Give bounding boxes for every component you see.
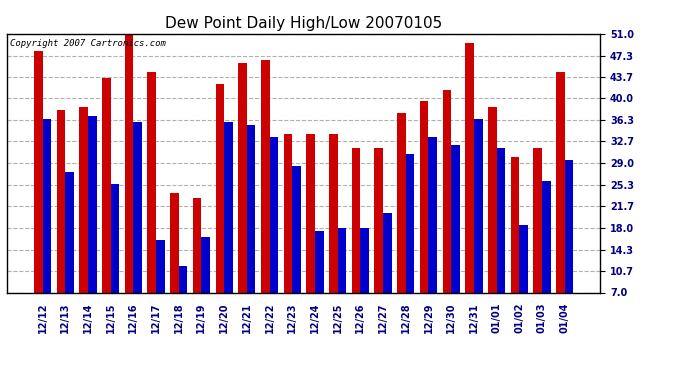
Bar: [170, 192, 179, 292]
Title: Dew Point Daily High/Low 20070105: Dew Point Daily High/Low 20070105: [165, 16, 442, 31]
Bar: [564, 160, 573, 292]
Bar: [247, 125, 255, 292]
Bar: [556, 72, 564, 292]
Bar: [215, 84, 224, 292]
Bar: [284, 134, 293, 292]
Bar: [43, 119, 51, 292]
Bar: [375, 148, 383, 292]
Bar: [156, 240, 165, 292]
Bar: [88, 116, 97, 292]
Bar: [406, 154, 415, 292]
Bar: [224, 122, 233, 292]
Bar: [315, 231, 324, 292]
Bar: [497, 148, 505, 292]
Bar: [148, 72, 156, 292]
Bar: [542, 181, 551, 292]
Bar: [57, 110, 65, 292]
Bar: [465, 43, 474, 292]
Bar: [65, 172, 74, 292]
Bar: [261, 60, 270, 292]
Bar: [179, 266, 188, 292]
Bar: [533, 148, 542, 292]
Bar: [238, 63, 247, 292]
Bar: [474, 119, 482, 292]
Bar: [511, 157, 520, 292]
Bar: [306, 134, 315, 292]
Bar: [420, 101, 428, 292]
Bar: [193, 198, 201, 292]
Bar: [360, 228, 369, 292]
Bar: [79, 107, 88, 292]
Text: Copyright 2007 Cartronics.com: Copyright 2007 Cartronics.com: [10, 39, 166, 48]
Bar: [270, 136, 278, 292]
Bar: [110, 184, 119, 292]
Bar: [451, 146, 460, 292]
Bar: [352, 148, 360, 292]
Bar: [34, 51, 43, 292]
Bar: [397, 113, 406, 292]
Bar: [383, 213, 392, 292]
Bar: [428, 136, 437, 292]
Bar: [329, 134, 337, 292]
Bar: [133, 122, 142, 292]
Bar: [201, 237, 210, 292]
Bar: [488, 107, 497, 292]
Bar: [293, 166, 301, 292]
Bar: [125, 28, 133, 292]
Bar: [442, 90, 451, 292]
Bar: [337, 228, 346, 292]
Bar: [520, 225, 528, 292]
Bar: [102, 78, 110, 292]
